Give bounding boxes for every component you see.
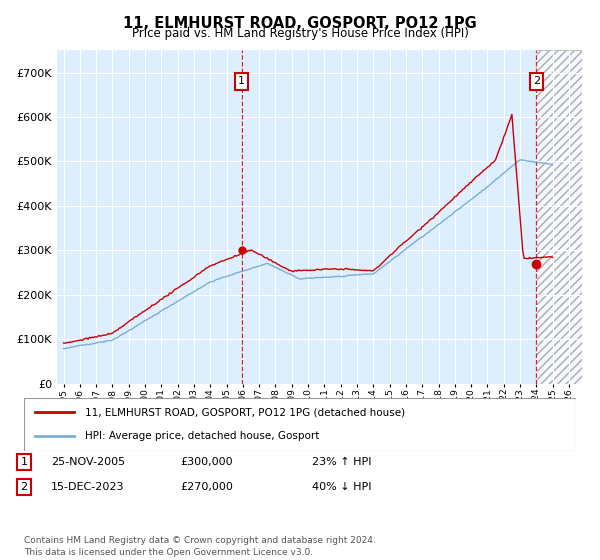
Text: Contains HM Land Registry data © Crown copyright and database right 2024.
This d: Contains HM Land Registry data © Crown c… bbox=[24, 536, 376, 557]
Text: 15-DEC-2023: 15-DEC-2023 bbox=[51, 482, 125, 492]
Text: Price paid vs. HM Land Registry's House Price Index (HPI): Price paid vs. HM Land Registry's House … bbox=[131, 27, 469, 40]
Text: 23% ↑ HPI: 23% ↑ HPI bbox=[312, 457, 371, 467]
Text: 1: 1 bbox=[238, 77, 245, 86]
Text: 40% ↓ HPI: 40% ↓ HPI bbox=[312, 482, 371, 492]
Text: £270,000: £270,000 bbox=[180, 482, 233, 492]
Text: 25-NOV-2005: 25-NOV-2005 bbox=[51, 457, 125, 467]
Text: 2: 2 bbox=[533, 77, 540, 86]
FancyBboxPatch shape bbox=[24, 398, 576, 451]
Text: 2: 2 bbox=[20, 482, 28, 492]
Text: 1: 1 bbox=[20, 457, 28, 467]
Text: HPI: Average price, detached house, Gosport: HPI: Average price, detached house, Gosp… bbox=[85, 431, 319, 441]
Text: 11, ELMHURST ROAD, GOSPORT, PO12 1PG: 11, ELMHURST ROAD, GOSPORT, PO12 1PG bbox=[123, 16, 477, 31]
Text: 11, ELMHURST ROAD, GOSPORT, PO12 1PG (detached house): 11, ELMHURST ROAD, GOSPORT, PO12 1PG (de… bbox=[85, 408, 405, 418]
Text: £300,000: £300,000 bbox=[180, 457, 233, 467]
